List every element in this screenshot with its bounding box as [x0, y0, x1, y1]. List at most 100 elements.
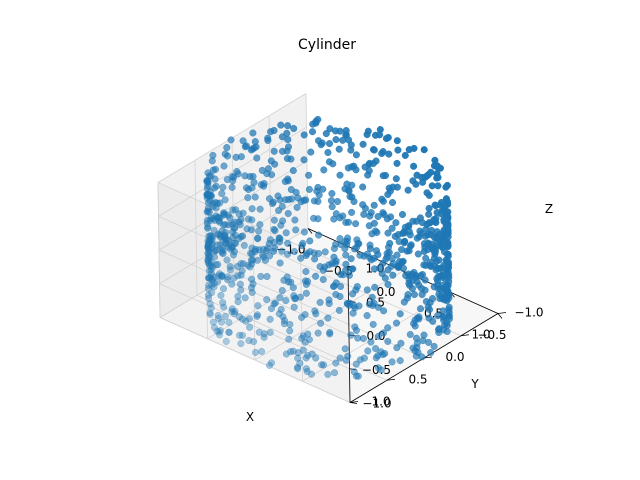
scatter-points	[203, 115, 453, 380]
data-point	[287, 348, 295, 356]
data-point	[235, 313, 243, 321]
chart-title: Cylinder	[298, 37, 356, 53]
data-point	[360, 252, 368, 260]
data-point	[430, 216, 438, 224]
data-point	[205, 259, 213, 267]
data-point	[294, 349, 302, 357]
data-point	[342, 260, 350, 268]
data-point	[381, 349, 389, 358]
data-point	[219, 183, 227, 191]
data-point	[370, 146, 378, 154]
x-tick-label: 1.0	[471, 328, 490, 342]
data-point	[292, 188, 300, 196]
data-point	[396, 357, 404, 365]
y-tick-label: 0.5	[408, 372, 427, 386]
x-axis-label: X	[246, 410, 254, 424]
data-point	[260, 180, 268, 188]
data-point	[348, 193, 356, 201]
data-point	[394, 231, 402, 239]
data-point	[209, 151, 217, 159]
data-point	[234, 298, 242, 306]
data-point	[265, 195, 274, 203]
data-point	[214, 260, 222, 269]
data-point	[431, 245, 439, 253]
data-point	[367, 338, 375, 346]
y-tick-label: −1.0	[514, 306, 543, 320]
data-point	[359, 183, 367, 191]
data-point	[300, 228, 308, 236]
data-point	[220, 303, 228, 311]
x-tick-label: 0.0	[376, 285, 395, 299]
data-point	[344, 218, 353, 226]
data-point	[345, 271, 353, 279]
data-point	[299, 239, 307, 247]
data-point	[230, 310, 238, 318]
data-point	[246, 323, 254, 331]
data-point	[205, 294, 213, 303]
data-point	[412, 271, 420, 279]
data-point	[328, 189, 336, 198]
data-point	[290, 292, 298, 300]
data-point	[270, 126, 278, 135]
data-point	[365, 167, 373, 175]
data-point	[249, 172, 257, 181]
grid-line-z-side	[158, 160, 308, 251]
data-point	[242, 142, 250, 150]
data-point	[219, 285, 228, 293]
data-point	[336, 127, 344, 135]
data-point	[332, 359, 340, 367]
data-point	[352, 151, 360, 159]
data-point	[384, 280, 392, 288]
data-point	[244, 194, 252, 202]
data-point	[378, 195, 386, 203]
data-point	[336, 171, 344, 179]
data-point	[237, 286, 245, 294]
data-point	[393, 251, 401, 259]
data-point	[372, 345, 380, 353]
data-point	[300, 131, 308, 139]
data-point	[247, 226, 255, 234]
data-point	[399, 264, 408, 272]
data-point	[210, 226, 218, 234]
data-point	[416, 305, 425, 313]
data-point	[264, 134, 272, 142]
data-point	[304, 278, 312, 286]
data-point	[263, 246, 271, 254]
data-point	[232, 206, 240, 214]
data-point	[427, 168, 435, 176]
data-point	[204, 291, 212, 299]
data-point	[303, 250, 311, 258]
data-point	[249, 129, 257, 137]
data-point	[333, 197, 342, 206]
data-point	[385, 248, 393, 256]
data-point	[302, 268, 310, 276]
grid-line-z-back	[158, 249, 350, 336]
data-point	[205, 249, 213, 257]
data-point	[369, 320, 377, 328]
data-point	[218, 249, 226, 257]
data-point	[278, 286, 286, 295]
data-point	[351, 323, 359, 331]
data-point	[314, 115, 322, 124]
data-point	[425, 204, 433, 212]
data-point	[359, 140, 367, 148]
data-point	[266, 315, 274, 323]
data-point	[205, 267, 213, 275]
data-point	[415, 313, 423, 321]
data-point	[342, 127, 350, 135]
data-point	[236, 280, 244, 288]
data-point	[388, 224, 396, 232]
data-point	[370, 299, 378, 307]
data-point	[445, 303, 453, 311]
data-point	[360, 210, 368, 218]
data-point	[277, 121, 285, 129]
data-point	[223, 144, 231, 152]
data-point	[339, 212, 347, 220]
data-point	[237, 153, 245, 161]
data-point	[420, 146, 428, 154]
data-point	[332, 210, 340, 218]
data-point	[282, 297, 290, 305]
data-point	[286, 327, 294, 335]
data-point	[379, 209, 387, 217]
data-point	[279, 313, 287, 321]
